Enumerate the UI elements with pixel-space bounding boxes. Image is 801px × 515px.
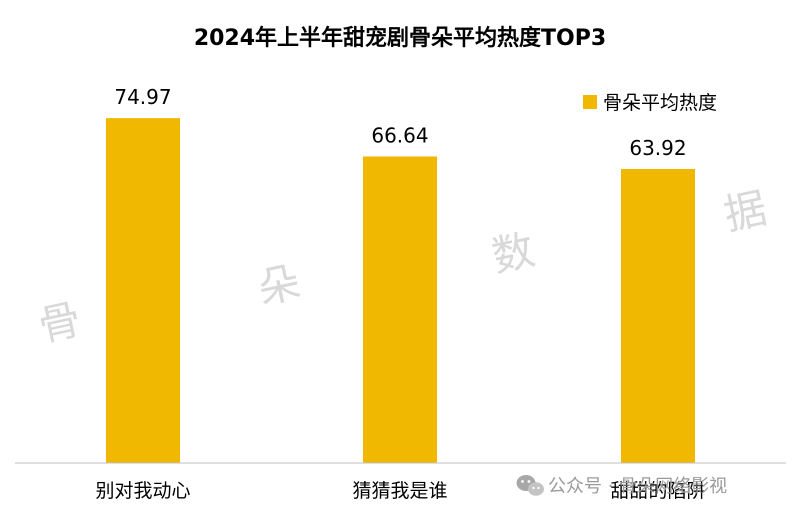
watermark-char-3: 数 bbox=[488, 225, 539, 282]
data-label-cai-cai-wo-shi-shei: 66.64 bbox=[371, 123, 428, 147]
legend: 骨朵平均热度 bbox=[583, 92, 717, 114]
chart-title: 2024年上半年甜宠剧骨朵平均热度TOP3 bbox=[194, 25, 606, 51]
tick-label-bie-dui-wo-dong-xin: 别对我动心 bbox=[95, 480, 190, 502]
legend-label: 骨朵平均热度 bbox=[603, 92, 717, 114]
footer-watermark: 公众号 · 骨朵网络影视 bbox=[516, 475, 727, 497]
tick-label-cai-cai-wo-shi-shei: 猜猜我是谁 bbox=[352, 480, 447, 502]
footer-watermark-text: 公众号 · 骨朵网络影视 bbox=[548, 476, 727, 497]
watermark-char-4: 据 bbox=[720, 183, 771, 240]
watermark-char-1: 骨 bbox=[34, 294, 85, 351]
x-tick-labels: 别对我动心 猜猜我是谁 甜甜的陷阱 bbox=[95, 480, 705, 502]
watermark: 骨 朵 数 据 bbox=[34, 183, 771, 351]
tick-label-tian-tian-de-xian-jing: 甜甜的陷阱 bbox=[610, 480, 705, 502]
data-label-bie-dui-wo-dong-xin: 74.97 bbox=[114, 85, 171, 109]
bars bbox=[106, 118, 695, 463]
bar-tian-tian-de-xian-jing bbox=[621, 168, 695, 463]
bar-bie-dui-wo-dong-xin bbox=[106, 118, 180, 463]
data-labels: 74.97 66.64 63.92 bbox=[114, 85, 686, 160]
bar-cai-cai-wo-shi-shei bbox=[363, 156, 437, 463]
legend-swatch bbox=[583, 95, 597, 109]
watermark-char-2: 朵 bbox=[253, 257, 304, 314]
data-label-tian-tian-de-xian-jing: 63.92 bbox=[629, 136, 686, 160]
wechat-icon bbox=[516, 475, 544, 496]
